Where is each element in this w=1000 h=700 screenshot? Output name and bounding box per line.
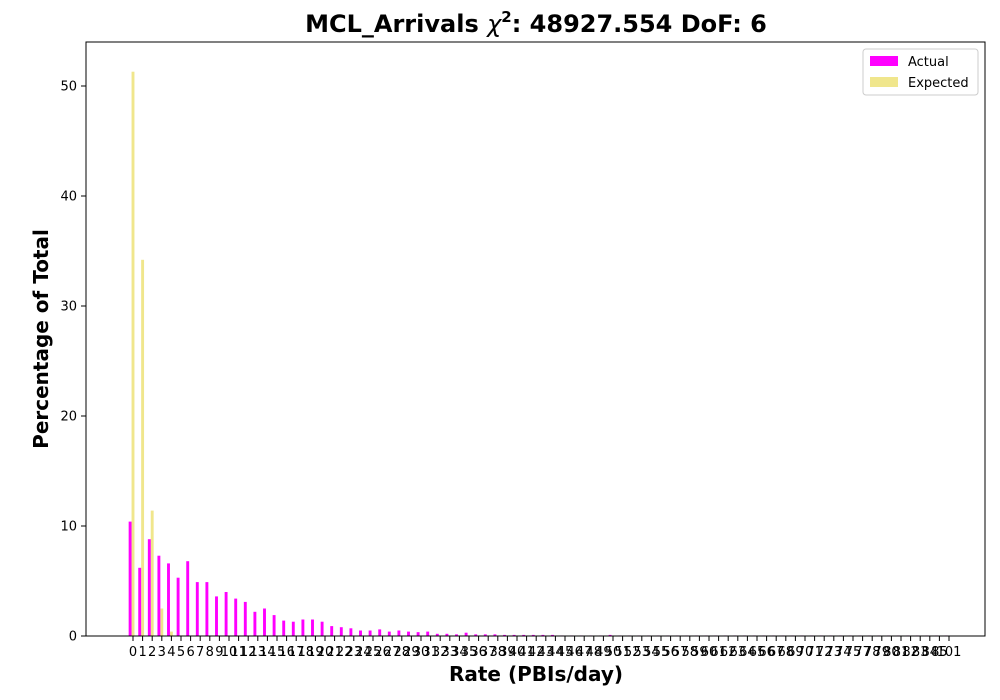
x-tick-label: 8: [206, 645, 214, 660]
bar-expected: [141, 260, 144, 636]
bar-actual: [292, 622, 295, 636]
plot-frame: [86, 42, 985, 636]
x-tick-label: 2: [148, 645, 156, 660]
x-tick-label: 0: [129, 645, 137, 660]
bar-actual: [186, 561, 189, 636]
y-tick-label: 20: [60, 410, 77, 425]
bar-actual: [138, 568, 141, 636]
bar-actual: [129, 522, 132, 636]
y-tick-label: 10: [60, 520, 77, 535]
bar-actual: [417, 632, 420, 636]
bar-expected: [170, 632, 173, 636]
bar-actual: [407, 632, 410, 636]
y-tick-label: 40: [60, 190, 77, 205]
bar-actual: [369, 631, 372, 637]
legend-label-expected: Expected: [908, 76, 969, 91]
bar-actual: [148, 539, 151, 636]
bar-actual: [205, 582, 208, 636]
bar-actual: [177, 578, 180, 636]
chart-title-suffix: : 48927.554 DoF: 6: [512, 10, 767, 38]
bar-actual: [359, 631, 362, 637]
bar-actual: [378, 629, 381, 636]
bar-actual: [301, 620, 304, 637]
actual-series: [129, 522, 948, 636]
bar-actual: [397, 631, 400, 637]
bar-actual: [215, 596, 218, 636]
bar-actual: [253, 612, 256, 636]
y-axis-label: Percentage of Total: [29, 229, 53, 449]
bar-actual: [388, 632, 391, 636]
legend-swatch-expected: [870, 77, 898, 87]
bar-actual: [244, 602, 247, 636]
bar-actual: [282, 621, 285, 636]
y-tick-label: 0: [69, 630, 77, 645]
x-tick-label: 101: [937, 645, 962, 660]
x-tick-label: 1: [138, 645, 146, 660]
x-tick-label: 7: [196, 645, 204, 660]
legend-swatch-actual: [870, 56, 898, 66]
y-axis: 0 10 20 30 40 50: [60, 80, 86, 645]
bar-expected: [132, 72, 135, 636]
x-tick-label: 3: [158, 645, 166, 660]
chart-title-superscript: 2: [501, 8, 511, 26]
chart-title-chi: χ: [485, 10, 502, 38]
bar-actual: [225, 592, 228, 636]
bar-actual: [426, 632, 429, 636]
bar-actual: [321, 622, 324, 636]
x-axis: 0 1 2 3 4 5 6 7 8 9101112131415161718192021222324…: [129, 636, 962, 660]
expected-series: [132, 72, 183, 636]
bar-actual: [273, 615, 276, 636]
bar-actual: [330, 626, 333, 636]
chart-title: MCL_Arrivals χ2: 48927.554 DoF: 6: [305, 8, 767, 38]
x-tick-label: 4: [167, 645, 175, 660]
y-tick-label: 50: [60, 80, 77, 95]
x-axis-label: Rate (PBIs/day): [449, 662, 623, 686]
bar-expected: [151, 511, 154, 636]
legend: Actual Expected: [863, 49, 978, 95]
bar-actual: [234, 599, 237, 636]
x-tick-label: 6: [186, 645, 194, 660]
bar-actual: [196, 582, 199, 636]
bar-actual: [340, 627, 343, 636]
chart-title-prefix: MCL_Arrivals: [305, 10, 487, 38]
bar-expected: [160, 609, 163, 637]
y-tick-label: 30: [60, 300, 77, 315]
bar-actual: [167, 563, 170, 636]
bar-actual: [311, 620, 314, 637]
legend-label-actual: Actual: [908, 55, 949, 70]
bar-actual: [349, 628, 352, 636]
bar-actual: [263, 609, 266, 637]
bar-actual: [157, 556, 160, 636]
x-tick-label: 5: [177, 645, 185, 660]
